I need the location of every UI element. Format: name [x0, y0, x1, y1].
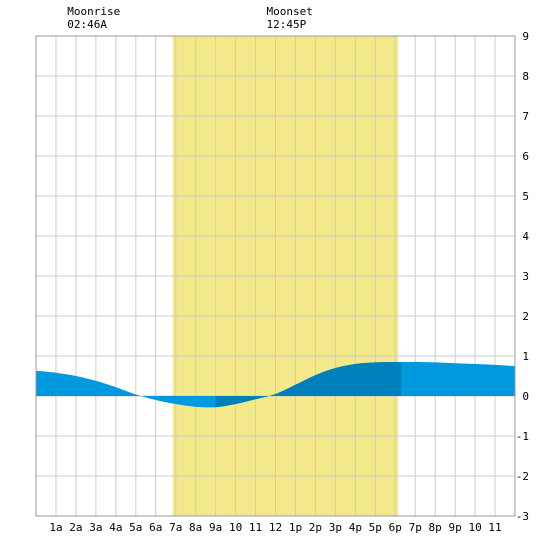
x-tick-label: 6a	[149, 521, 162, 534]
x-tick-label: 8p	[429, 521, 442, 534]
x-tick-label: 9p	[449, 521, 462, 534]
x-tick-label: 10	[229, 521, 242, 534]
tide-area-daylight	[215, 361, 402, 408]
x-tick-label: 7p	[409, 521, 422, 534]
x-tick-label: 1a	[49, 521, 62, 534]
moon-event-label: Moonrise	[67, 5, 120, 18]
x-tick-label: 3p	[329, 521, 342, 534]
moon-event-time: 02:46A	[67, 18, 107, 31]
y-tick-label: -2	[516, 470, 529, 483]
x-tick-label: 8a	[189, 521, 202, 534]
y-tick-label: 0	[522, 390, 529, 403]
x-axis-ticks: 1a 2a 3a 4a 5a 6a 7a 8a 9a 10 11 12 1p 2p 3p 4p 5p 6p 7p 8p…	[49, 521, 501, 534]
grid	[36, 36, 515, 516]
moon-event-time: 12:45P	[266, 18, 306, 31]
y-tick-label: 2	[522, 310, 529, 323]
y-tick-label: -1	[516, 430, 529, 443]
y-tick-label: 9	[522, 30, 529, 43]
x-tick-label: 2a	[69, 521, 82, 534]
x-tick-label: 4a	[109, 521, 122, 534]
x-tick-label: 5p	[369, 521, 382, 534]
x-tick-label: 11	[488, 521, 501, 534]
y-tick-label: 4	[522, 230, 529, 243]
x-tick-label: 4p	[349, 521, 362, 534]
x-tick-label: 1p	[289, 521, 302, 534]
x-tick-label: 11	[249, 521, 262, 534]
y-tick-label: 8	[522, 70, 529, 83]
x-tick-label: 2p	[309, 521, 322, 534]
x-tick-label: 5a	[129, 521, 142, 534]
y-tick-label: 1	[522, 350, 529, 363]
x-tick-label: 9a	[209, 521, 222, 534]
x-tick-label: 10	[468, 521, 481, 534]
y-tick-label: 6	[522, 150, 529, 163]
y-tick-label: 5	[522, 190, 529, 203]
tide-area	[36, 361, 515, 408]
x-tick-label: 12	[269, 521, 282, 534]
moon-event-label: Moonset	[266, 5, 312, 18]
x-tick-label: 3a	[89, 521, 102, 534]
y-axis-ticks: 9 8 7 6 5 4 3 2 1 0 -1 -2 -3	[516, 30, 530, 523]
plot-frame	[35, 35, 516, 517]
x-tick-label: 6p	[389, 521, 402, 534]
y-tick-label: 7	[522, 110, 529, 123]
x-tick-label: 7a	[169, 521, 182, 534]
y-tick-label: 3	[522, 270, 529, 283]
y-tick-label: -3	[516, 510, 529, 523]
